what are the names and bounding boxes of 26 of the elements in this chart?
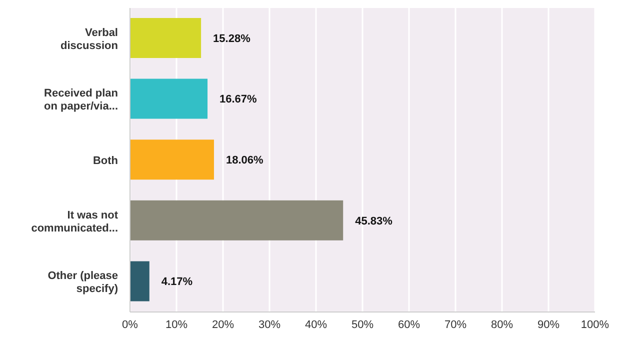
x-tick-label: 30% xyxy=(258,318,281,331)
x-tick-label: 0% xyxy=(122,318,138,331)
y-tick-label: Verbal discussion xyxy=(60,26,118,52)
bar xyxy=(130,261,150,302)
x-tick-label: 70% xyxy=(444,318,467,331)
x-tick-label: 100% xyxy=(580,318,610,331)
bar xyxy=(130,78,208,119)
bar xyxy=(130,140,214,180)
x-tick-label: 10% xyxy=(165,318,188,331)
x-tick-label: 90% xyxy=(537,318,560,331)
data-label: 15.28% xyxy=(213,32,251,45)
x-tick-label: 80% xyxy=(490,318,514,331)
y-tick-label: Both xyxy=(92,155,118,167)
data-label: 4.17% xyxy=(161,276,193,288)
x-tick-label: 40% xyxy=(304,318,328,331)
data-label: 18.06% xyxy=(226,154,264,167)
y-tick-label: It was not communicated... xyxy=(31,209,118,234)
bar xyxy=(130,200,344,240)
y-tick-label: Other (please specify) xyxy=(48,270,118,296)
x-tick-label: 60% xyxy=(398,318,420,331)
bar xyxy=(130,18,202,58)
y-tick-label: Received plan on paper/via... xyxy=(44,88,118,113)
data-label: 45.83% xyxy=(355,215,393,228)
x-tick-label: 50% xyxy=(351,318,374,331)
data-label: 16.67% xyxy=(220,94,258,106)
x-tick-label: 20% xyxy=(212,318,234,331)
